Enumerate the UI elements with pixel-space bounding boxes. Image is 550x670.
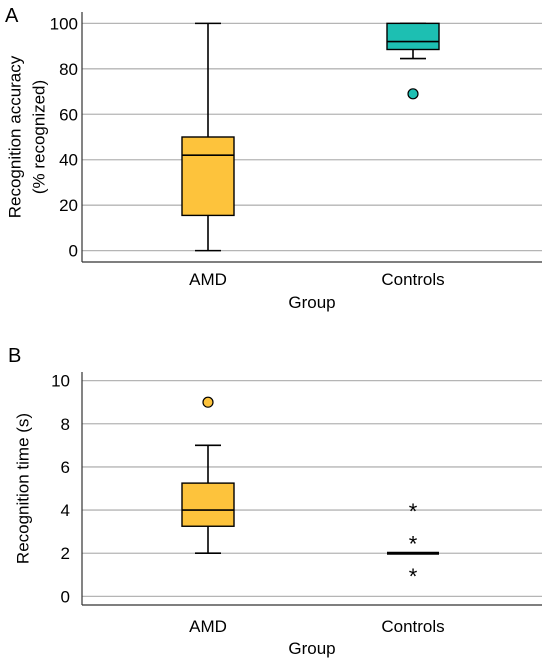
y-tick-label: 40 [59,151,78,170]
panel-label: A [5,5,19,27]
y-tick-label: 0 [69,242,78,261]
iqr-box [386,22,440,51]
y-tick-label: 2 [61,544,70,563]
extreme-point: * [409,564,418,589]
panel-a: A 0 20 40 60 80 100 Recognition accuracy (% reco… [5,5,542,312]
panel-b: B 0 2 4 6 8 10 Recognition time (s) AMD Controls G… [8,345,542,658]
y-tick-label: 60 [59,105,78,124]
x-tick-label: AMD [189,617,227,636]
y-tick-label: 80 [59,60,78,79]
y-tick-label: 10 [51,372,70,391]
boxplot-amd [181,396,235,555]
y-axis-label: Recognition accuracy [5,55,24,218]
iqr-box [181,482,235,527]
boxplot-controls [386,22,440,100]
boxplot-amd [181,22,235,252]
x-tick-label: Controls [381,270,444,289]
panel-label: B [8,345,21,367]
outlier-point [407,88,419,100]
x-axis-label: Group [288,639,335,658]
boxplot-controls: * * * [387,499,439,589]
y-tick-label: 20 [59,196,78,215]
y-tick-label: 100 [50,14,78,33]
y-tick-label: 8 [61,415,70,434]
x-tick-label: Controls [381,617,444,636]
extreme-point: * [409,499,418,524]
extreme-point: * [409,531,418,556]
y-tick-label: 4 [61,501,70,520]
y-axis-label: (% recognized) [29,80,48,194]
y-tick-label: 0 [61,587,70,606]
iqr-box [181,136,235,217]
outlier-point [202,396,214,408]
y-axis-label: Recognition time (s) [13,413,32,564]
x-axis-label: Group [288,293,335,312]
y-tick-label: 6 [61,458,70,477]
x-tick-label: AMD [189,270,227,289]
